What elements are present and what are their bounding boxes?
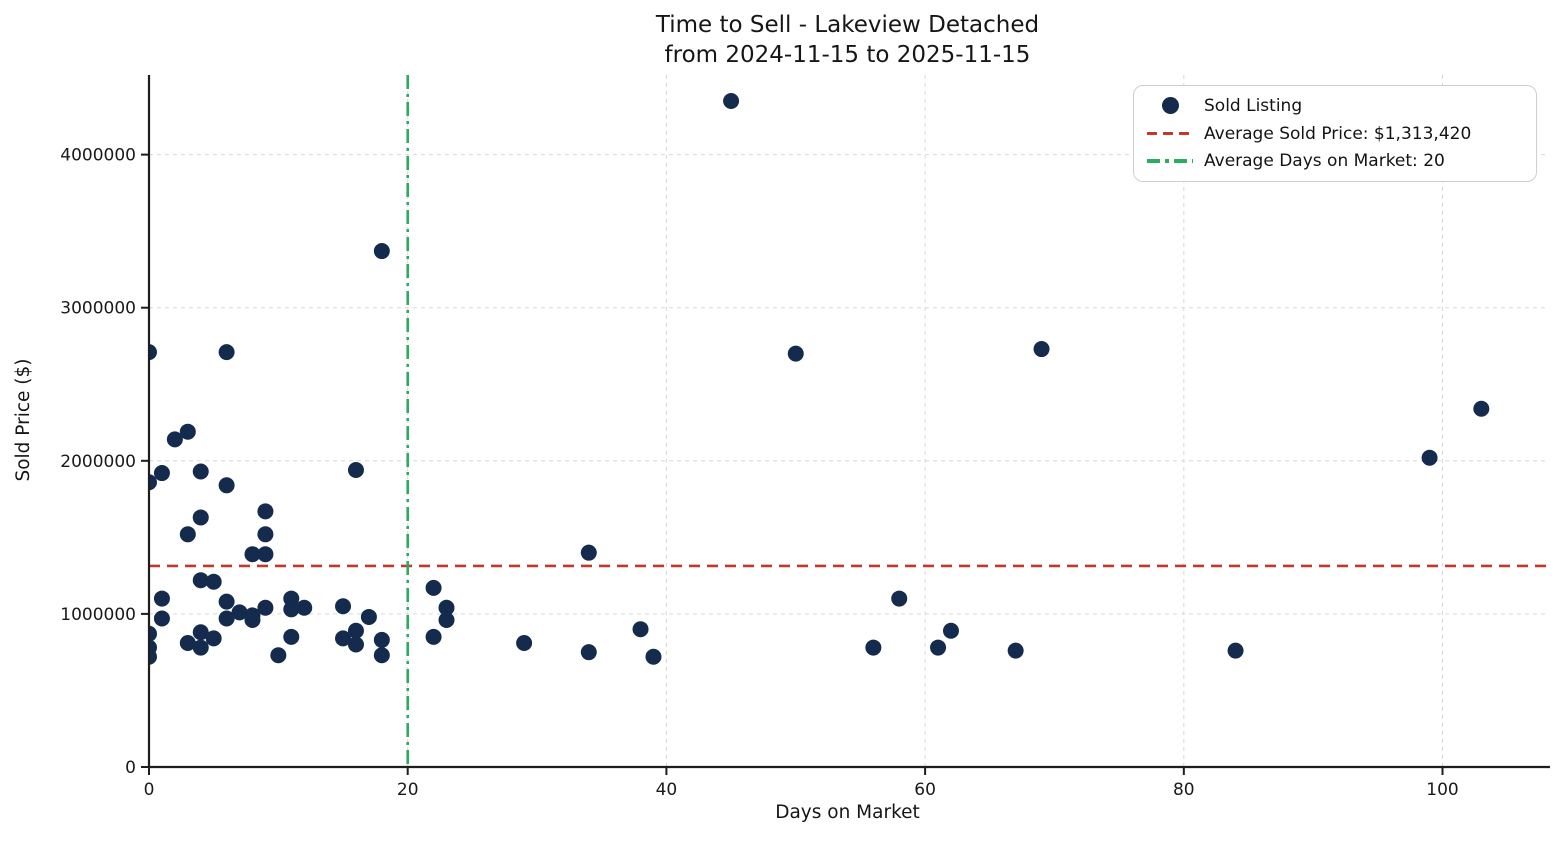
y-tick-label: 1000000 (60, 605, 136, 625)
reference-lines (149, 75, 1546, 767)
data-point-sold-listing (930, 639, 947, 656)
x-tick-label: 60 (914, 780, 936, 800)
data-point-sold-listing (1033, 341, 1050, 358)
data-point-sold-listing (438, 612, 455, 629)
data-point-sold-listing (218, 344, 235, 361)
data-point-sold-listing (373, 647, 390, 664)
avg-price-line-marker-icon (1147, 131, 1193, 136)
data-point-sold-listing (149, 474, 157, 491)
data-point-sold-listing (942, 622, 959, 639)
data-point-sold-listing (153, 590, 170, 607)
data-point-sold-listing (787, 345, 804, 362)
data-point-sold-listing (723, 93, 740, 110)
y-tick-label: 4000000 (60, 146, 136, 166)
data-point-sold-listing (192, 572, 209, 589)
data-point-sold-listing (632, 621, 649, 638)
sold-listing-marker-icon (1161, 97, 1179, 115)
data-point-sold-listing (891, 590, 908, 607)
data-point-sold-listing (438, 599, 455, 616)
y-tick-label: 3000000 (60, 299, 136, 319)
x-tick-label: 20 (397, 780, 419, 800)
data-point-sold-listing (192, 639, 209, 656)
data-point-sold-listing (218, 593, 235, 610)
data-point-sold-listing (270, 647, 287, 664)
data-point-sold-listing (1227, 642, 1244, 659)
data-point-sold-listing (218, 477, 235, 494)
y-tick-label: 0 (125, 758, 136, 778)
data-point-sold-listing (516, 634, 533, 651)
data-point-sold-listing (192, 509, 209, 526)
data-point-sold-listing (373, 243, 390, 260)
data-point-sold-listing (865, 639, 882, 656)
data-point-sold-listing (425, 579, 442, 596)
data-point-sold-listing (335, 598, 352, 615)
data-point-sold-listing (335, 630, 352, 647)
data-point-sold-listing (244, 612, 261, 629)
data-point-sold-listing (179, 423, 196, 440)
x-tick-label: 100 (1426, 780, 1458, 800)
chart-title: Time to Sell - Lakeview Detached from 20… (149, 10, 1546, 70)
data-point-sold-listing (296, 599, 313, 616)
data-point-sold-listing (360, 608, 377, 625)
data-point-sold-listing (153, 610, 170, 627)
data-point-sold-listing (257, 526, 274, 543)
data-point-sold-listing (580, 644, 597, 661)
data-point-sold-listing (347, 622, 364, 639)
scatter-points (149, 93, 1490, 665)
legend-item-sold-listing: Sold Listing (1146, 92, 1524, 120)
data-point-sold-listing (257, 503, 274, 520)
legend-item-avg-days: Average Days on Market: 20 (1146, 147, 1524, 175)
data-point-sold-listing (373, 631, 390, 648)
x-tick-label: 0 (144, 780, 155, 800)
data-point-sold-listing (1007, 642, 1024, 659)
data-point-sold-listing (149, 648, 157, 665)
data-point-sold-listing (244, 546, 261, 563)
data-point-sold-listing (192, 624, 209, 641)
x-tick-label: 40 (656, 780, 678, 800)
gridlines (149, 75, 1546, 767)
y-axis-label: Sold Price ($) (13, 358, 34, 482)
legend-label-sold-listing: Sold Listing (1204, 95, 1303, 116)
chart-title-line1: Time to Sell - Lakeview Detached (655, 12, 1040, 38)
data-point-sold-listing (149, 625, 157, 642)
legend: Sold Listing Average Sold Price: $1,313,… (1133, 85, 1537, 182)
data-point-sold-listing (179, 634, 196, 651)
data-point-sold-listing (283, 601, 300, 618)
chart-title-line2: from 2024-11-15 to 2025-11-15 (664, 42, 1031, 68)
data-point-sold-listing (645, 648, 662, 665)
data-point-sold-listing (218, 610, 235, 627)
data-point-sold-listing (153, 465, 170, 482)
data-point-sold-listing (166, 431, 183, 448)
x-axis-label: Days on Market (775, 802, 920, 823)
data-point-sold-listing (1421, 449, 1438, 466)
legend-label-avg-days: Average Days on Market: 20 (1204, 151, 1445, 172)
data-point-sold-listing (179, 526, 196, 543)
data-point-sold-listing (347, 461, 364, 478)
data-point-sold-listing (257, 599, 274, 616)
data-point-sold-listing (347, 636, 364, 653)
data-point-sold-listing (1473, 400, 1490, 417)
data-point-sold-listing (580, 544, 597, 561)
data-point-sold-listing (205, 630, 222, 647)
x-tick-label: 80 (1173, 780, 1195, 800)
data-point-sold-listing (192, 463, 209, 480)
data-point-sold-listing (231, 604, 248, 621)
y-tick-label: 2000000 (60, 452, 136, 472)
data-point-sold-listing (283, 628, 300, 645)
data-point-sold-listing (425, 628, 442, 645)
axes: 0 20 40 60 80 100 0 1000000 2000000 3000000 400000… (60, 75, 1550, 800)
data-point-sold-listing (257, 546, 274, 563)
data-point-sold-listing (149, 344, 157, 361)
legend-item-avg-price: Average Sold Price: $1,313,420 (1146, 120, 1524, 148)
legend-label-avg-price: Average Sold Price: $1,313,420 (1204, 123, 1472, 144)
data-point-sold-listing (205, 573, 222, 590)
avg-days-line-marker-icon (1147, 159, 1193, 163)
